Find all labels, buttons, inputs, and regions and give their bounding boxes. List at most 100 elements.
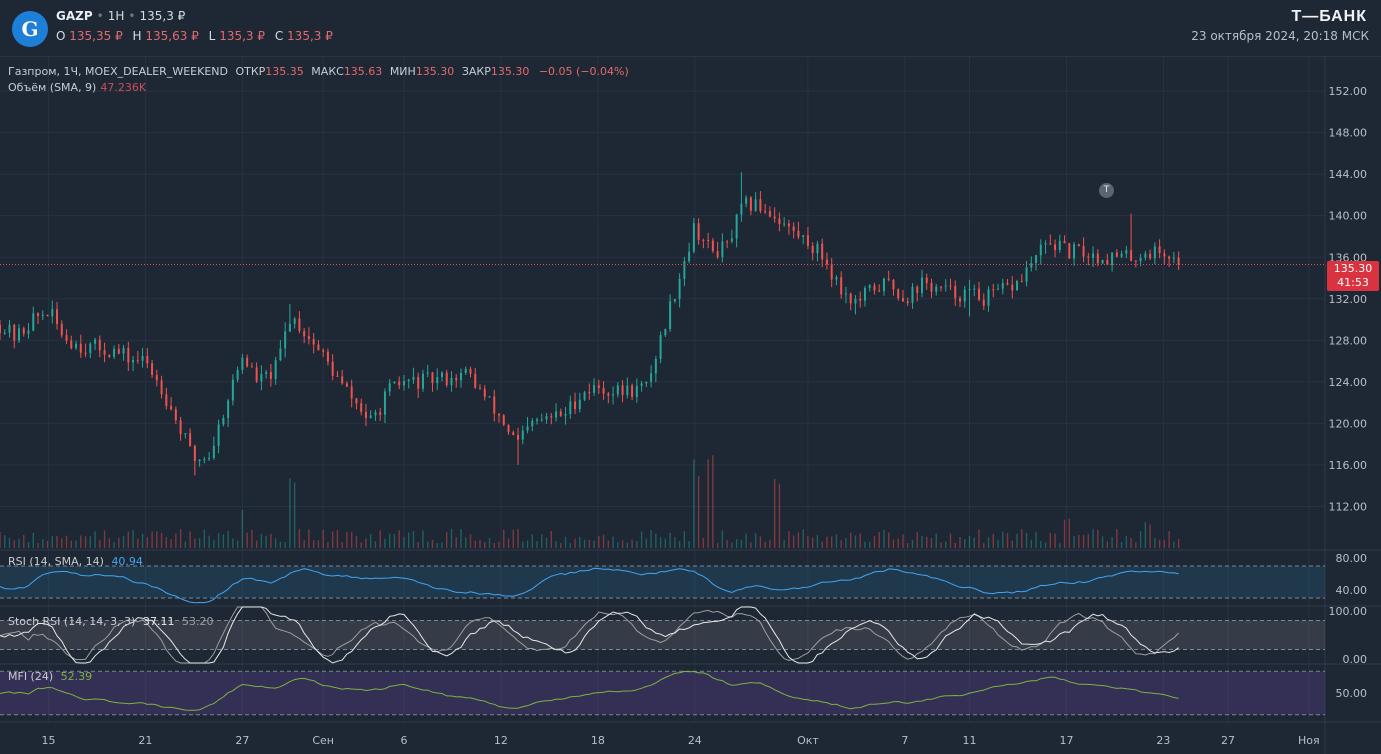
- volume-bar: [830, 536, 833, 548]
- volume-bar: [374, 541, 377, 548]
- candle-body: [692, 223, 695, 252]
- candle-body: [1068, 243, 1071, 259]
- candle-body: [721, 241, 724, 258]
- candle-body: [631, 385, 634, 398]
- candle-body: [811, 245, 814, 254]
- candle-body: [821, 243, 824, 260]
- candle-body: [797, 230, 800, 237]
- volume-bar: [350, 532, 353, 548]
- volume-bar: [213, 540, 215, 548]
- volume-bar: [141, 533, 144, 548]
- volume-bar: [773, 478, 776, 548]
- volume-bar: [289, 478, 291, 548]
- volume-bar: [1139, 531, 1142, 548]
- candle-body: [920, 277, 923, 293]
- volume-bar: [1021, 529, 1023, 548]
- volume-bar: [255, 540, 258, 548]
- time-tick-label: 17: [1059, 734, 1073, 747]
- candle-body: [398, 381, 401, 386]
- volume-bar: [759, 536, 762, 548]
- candle-body: [868, 285, 871, 288]
- candle-body: [22, 328, 25, 334]
- volume-bar: [27, 542, 30, 548]
- volume-bar: [118, 537, 120, 548]
- candle-body: [669, 301, 672, 330]
- candle-body: [151, 363, 154, 375]
- candle-body: [217, 424, 220, 446]
- candle-body: [740, 203, 743, 215]
- candle-body: [436, 376, 439, 384]
- volume-bar: [322, 529, 324, 548]
- event-marker-icon[interactable]: T: [1099, 183, 1114, 198]
- volume-bar: [146, 536, 149, 548]
- volume-bar: [968, 535, 971, 548]
- candle-body: [1020, 281, 1023, 283]
- candle-body: [312, 339, 315, 345]
- volume-bar: [560, 543, 562, 548]
- volume-bar: [555, 541, 557, 548]
- volume-bar: [1087, 534, 1090, 548]
- volume-bar: [51, 536, 53, 548]
- volume-label: Объём (SMA, 9): [8, 81, 97, 94]
- candle-body: [602, 388, 605, 394]
- candle-body: [498, 413, 501, 416]
- legend-low-label: МИН: [389, 65, 416, 78]
- ticker-symbol[interactable]: GAZP: [56, 9, 93, 23]
- volume-bar: [270, 533, 272, 548]
- volume-bar: [1063, 519, 1066, 548]
- candle-body: [94, 339, 97, 344]
- volume-bar: [175, 533, 177, 548]
- volume-bar: [959, 537, 961, 548]
- volume-bar: [484, 541, 486, 548]
- candle-body: [98, 339, 101, 351]
- timeframe[interactable]: 1H: [107, 9, 125, 23]
- volume-bar: [978, 529, 980, 548]
- volume-bar: [655, 533, 657, 548]
- volume-bar: [279, 541, 282, 548]
- datetime: 23 октября 2024, 20:18 МСК: [1191, 29, 1369, 43]
- mfi-legend: MFI (24) 52.39: [8, 670, 92, 683]
- volume-bar: [992, 533, 994, 548]
- candle-body: [707, 239, 710, 241]
- volume-bar: [702, 538, 705, 548]
- price-tick-label: 140.00: [1329, 210, 1368, 223]
- volume-bar: [821, 541, 823, 548]
- volume-bar: [883, 529, 885, 548]
- time-tick-label: 12: [494, 734, 508, 747]
- legend-low-value: 135.30: [415, 65, 455, 78]
- volume-bar: [103, 530, 106, 548]
- volume-bar: [583, 539, 586, 548]
- volume-bar: [845, 537, 847, 548]
- volume-bar: [227, 530, 229, 548]
- volume-bar: [617, 542, 619, 548]
- candle-body: [730, 238, 733, 242]
- volume-bar: [341, 541, 343, 548]
- volume-bar: [0, 531, 1, 548]
- volume-bar: [488, 538, 491, 548]
- candle-body: [802, 235, 805, 237]
- candle-body: [1092, 253, 1095, 258]
- header: G GAZP • 1H • 135,3 ₽ O 135,35 ₽ H 135,63 ₽ …: [0, 0, 1381, 57]
- volume-bar: [873, 535, 876, 548]
- candle-body: [455, 378, 458, 381]
- rsi-line: [0, 567, 1179, 604]
- stoch-rsi-label: Stoch RSI (14, 14, 3, 3): [8, 615, 136, 628]
- volume-bar: [826, 536, 828, 548]
- candle-body: [1006, 283, 1009, 285]
- volume-bar: [541, 534, 543, 548]
- time-tick-label: Сен: [312, 734, 334, 747]
- volume-bar: [469, 534, 472, 548]
- volume-bar: [602, 534, 605, 548]
- volume-bar: [588, 539, 591, 548]
- candle-body: [260, 373, 263, 382]
- volume-bar: [726, 540, 728, 548]
- candle-body: [830, 264, 833, 280]
- candle-body: [1044, 243, 1047, 245]
- volume-bar: [217, 533, 220, 548]
- candle-body: [479, 387, 482, 389]
- volume-bar: [18, 538, 20, 548]
- candle-body: [1172, 257, 1175, 259]
- legend-close-label: ЗАКР: [461, 65, 491, 78]
- candle-body: [916, 286, 919, 293]
- chart-canvas[interactable]: 152.00148.00144.00140.00136.00132.00128.…: [0, 56, 1381, 754]
